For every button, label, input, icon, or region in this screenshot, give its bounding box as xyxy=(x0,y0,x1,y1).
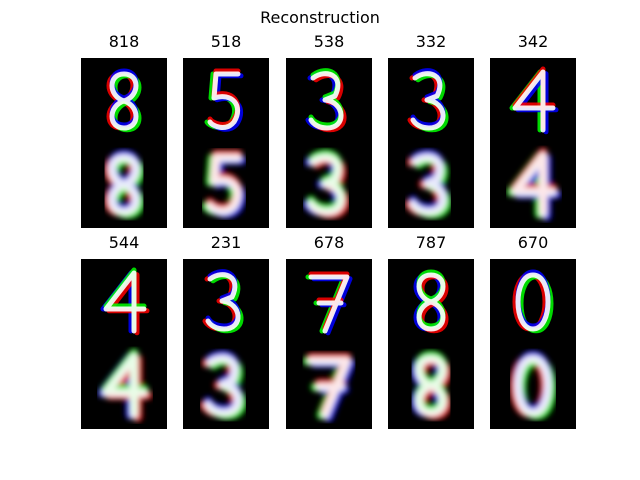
reconstructed-digit xyxy=(97,348,153,422)
digit-canvas xyxy=(410,269,452,420)
panel-label: 332 xyxy=(415,32,447,51)
reconstructed-digit xyxy=(302,149,350,219)
digit-core-stroke xyxy=(205,272,241,332)
input-digit xyxy=(204,68,244,132)
digit-core-stroke xyxy=(203,354,243,418)
digit-core-stroke xyxy=(515,272,551,332)
digit-core-stroke xyxy=(414,354,448,418)
input-digit xyxy=(305,271,353,336)
reconstructed-digit xyxy=(404,149,452,219)
input-digit xyxy=(305,68,347,133)
digit-image-pair xyxy=(388,58,474,228)
panel-label: 231 xyxy=(210,233,242,252)
digit-canvas xyxy=(103,68,145,219)
digit-core-stroke xyxy=(416,272,446,332)
panel-label: 538 xyxy=(313,32,345,51)
digit-core-stroke xyxy=(207,71,241,130)
digit-core-stroke xyxy=(308,71,344,131)
input-digit xyxy=(106,68,142,133)
digit-image-pair xyxy=(81,259,167,429)
digit-canvas xyxy=(97,267,153,422)
reconstructed-digit xyxy=(410,350,452,420)
panel-label: 787 xyxy=(415,233,447,252)
digit-core-stroke xyxy=(107,153,141,217)
digit-core-stroke xyxy=(408,153,448,217)
digit-image-pair xyxy=(490,58,576,228)
digit-image-pair xyxy=(490,259,576,429)
figure-title: Reconstruction xyxy=(260,8,380,27)
panel-label: 678 xyxy=(313,233,345,252)
digit-image-pair xyxy=(81,58,167,228)
digit-canvas xyxy=(506,66,562,221)
panel-label: 670 xyxy=(517,233,549,252)
reconstructed-digit xyxy=(199,350,247,420)
digit-core-stroke xyxy=(205,153,243,216)
digit-image-pair xyxy=(183,259,269,429)
input-digit xyxy=(413,269,449,334)
digit-canvas xyxy=(199,269,247,420)
digit-core-stroke xyxy=(513,354,553,418)
panel-label: 818 xyxy=(108,32,140,51)
reconstructed-digit xyxy=(506,147,562,221)
digit-core-stroke xyxy=(103,270,147,334)
digit-image-pair xyxy=(286,259,372,429)
reconstructed-digit xyxy=(509,350,557,420)
reconstructed-digit xyxy=(302,352,356,422)
digit-canvas xyxy=(404,68,452,219)
digit-canvas xyxy=(302,271,356,422)
digit-core-stroke xyxy=(101,352,149,420)
digit-core-stroke xyxy=(512,69,556,133)
input-digit xyxy=(509,66,559,135)
panel-label: 518 xyxy=(210,32,242,51)
digit-image-pair xyxy=(183,58,269,228)
digit-core-stroke xyxy=(306,153,346,217)
digit-image-pair xyxy=(286,58,372,228)
digit-core-stroke xyxy=(410,71,446,131)
digit-canvas xyxy=(302,68,350,219)
reconstructed-digit xyxy=(103,149,145,219)
digit-core-stroke xyxy=(308,274,350,334)
digit-canvas xyxy=(201,68,247,219)
digit-canvas xyxy=(509,269,557,420)
digit-core-stroke xyxy=(306,356,352,420)
input-digit xyxy=(202,269,244,334)
input-digit xyxy=(512,269,554,334)
input-digit xyxy=(407,68,449,133)
reconstructed-digit xyxy=(201,149,247,219)
digit-core-stroke xyxy=(510,151,558,219)
input-digit xyxy=(100,267,150,336)
digit-core-stroke xyxy=(109,71,139,131)
panel-label: 544 xyxy=(108,233,140,252)
digit-image-pair xyxy=(388,259,474,429)
panel-label: 342 xyxy=(517,32,549,51)
